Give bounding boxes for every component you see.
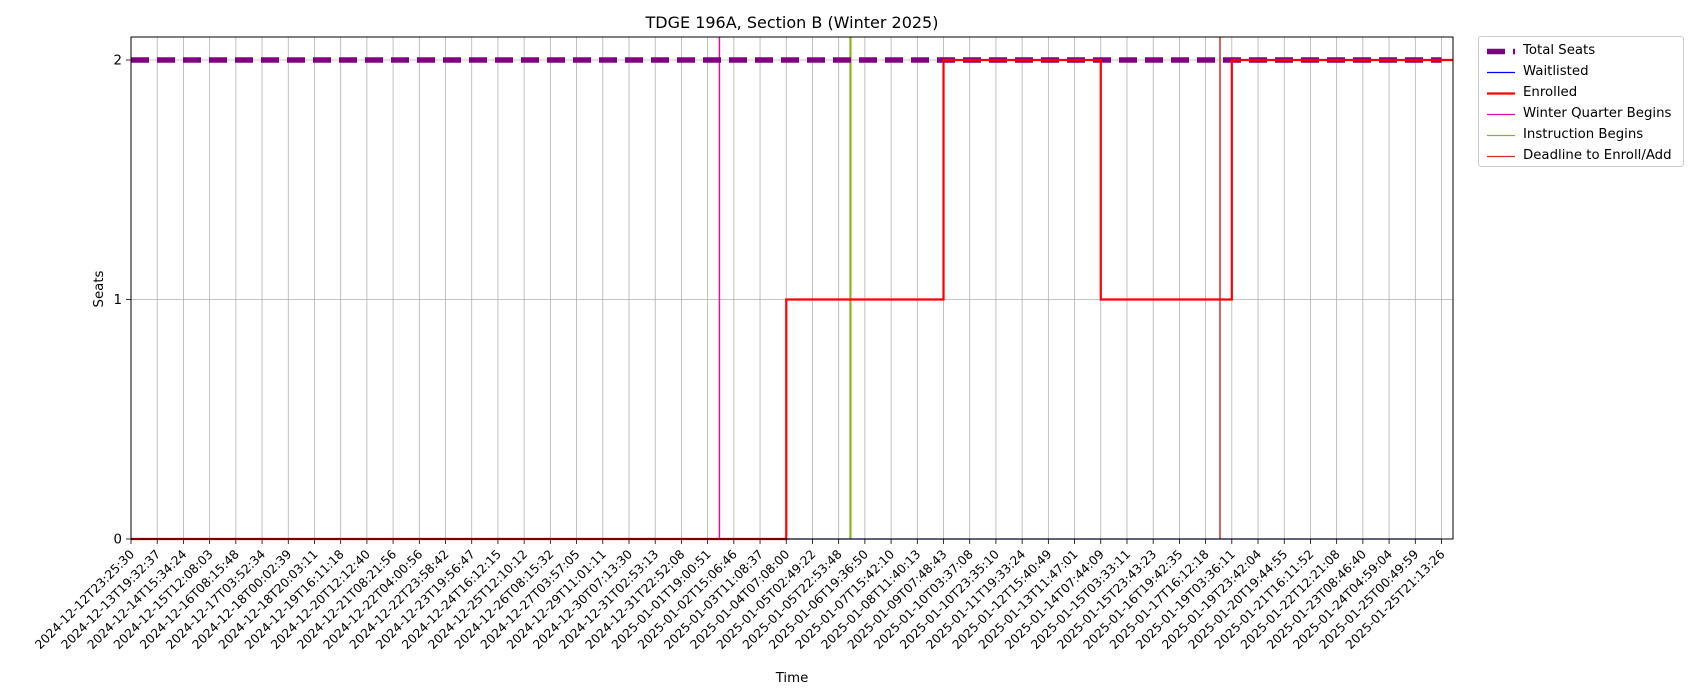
- x-axis: 2024-12-12T23:25:302024-12-13T19:32:3720…: [32, 539, 1448, 652]
- legend-label: Waitlisted: [1523, 64, 1589, 79]
- legend-item: Winter Quarter Begins: [1479, 104, 1683, 125]
- legend-label: Instruction Begins: [1523, 127, 1644, 142]
- event-lines: [718, 37, 1221, 539]
- legend-swatch: [1487, 92, 1515, 95]
- legend: Total Seats Waitlisted Enrolled Winter Quar…: [1478, 36, 1684, 167]
- y-tick-label: 0: [114, 533, 122, 548]
- legend-swatch: [1487, 155, 1515, 158]
- legend-swatch: [1487, 113, 1515, 116]
- y-axis-label: Seats: [92, 270, 107, 307]
- legend-label: Enrolled: [1523, 85, 1578, 100]
- plot-area: [130, 36, 1454, 540]
- y-axis: 0 1 2: [114, 54, 131, 548]
- legend-swatch: [1487, 134, 1515, 137]
- legend-item: Deadline to Enroll/Add: [1479, 146, 1683, 167]
- legend-label: Deadline to Enroll/Add: [1523, 148, 1672, 163]
- legend-swatch: [1487, 71, 1515, 74]
- legend-label: Winter Quarter Begins: [1523, 106, 1672, 121]
- legend-item: Instruction Begins: [1479, 125, 1683, 146]
- legend-item: Total Seats: [1479, 41, 1683, 62]
- legend-label: Total Seats: [1523, 43, 1596, 58]
- legend-swatch: [1487, 48, 1515, 55]
- chart-title: TDGE 196A, Section B (Winter 2025): [645, 13, 939, 32]
- legend-item: Enrolled: [1479, 83, 1683, 104]
- legend-item: Waitlisted: [1479, 62, 1683, 83]
- y-tick-label: 2: [114, 54, 122, 69]
- y-tick-label: 1: [114, 293, 122, 308]
- x-axis-label: Time: [775, 671, 809, 686]
- grid-lines: [130, 37, 1453, 540]
